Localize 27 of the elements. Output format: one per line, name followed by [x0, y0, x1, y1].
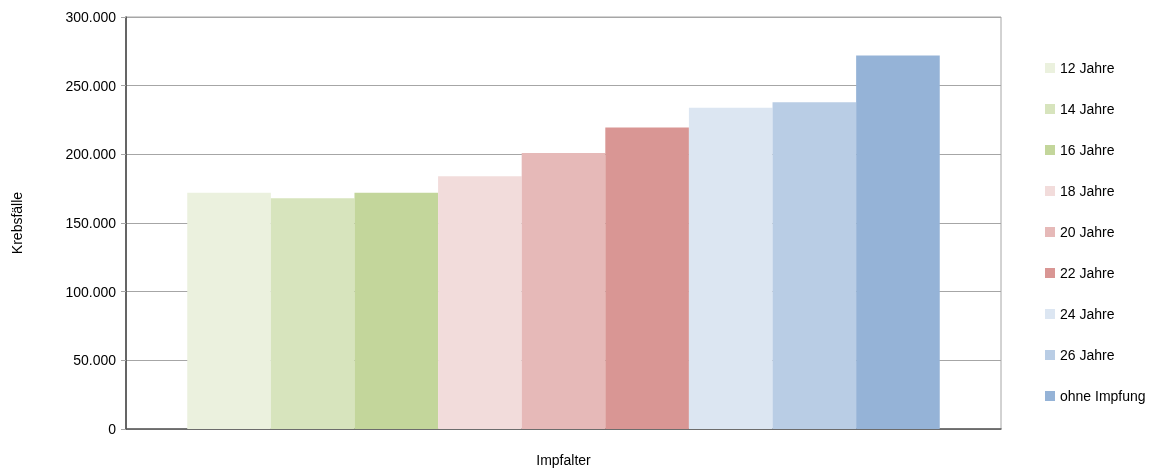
- bar: [772, 102, 857, 429]
- y-tick-label: 300.000: [65, 9, 117, 25]
- bar: [270, 198, 355, 429]
- legend-label: 18 Jahre: [1060, 183, 1115, 199]
- legend-label: 24 Jahre: [1060, 306, 1115, 322]
- bar: [856, 55, 940, 429]
- legend-label: 12 Jahre: [1060, 60, 1115, 76]
- bar: [605, 127, 689, 429]
- legend-label: ohne Impfung: [1060, 388, 1146, 404]
- y-tick-label: 100.000: [65, 283, 117, 300]
- bar: [438, 176, 522, 429]
- bar: [187, 192, 271, 429]
- y-tick-label: 0: [108, 421, 117, 437]
- bar: [521, 152, 606, 429]
- y-tick-label: 50.000: [73, 352, 117, 369]
- y-axis-title: Krebsfälle: [9, 191, 25, 255]
- x-axis-title: Impfalter: [536, 452, 592, 468]
- y-tick-label: 200.000: [65, 146, 117, 163]
- bar: [688, 107, 773, 429]
- legend-label: 20 Jahre: [1060, 224, 1115, 240]
- bar: [354, 192, 439, 429]
- legend-label: 16 Jahre: [1060, 142, 1115, 158]
- legend-label: 22 Jahre: [1060, 265, 1115, 281]
- y-tick-label: 250.000: [65, 77, 117, 94]
- legend-label: 26 Jahre: [1060, 347, 1115, 363]
- legend-label: 14 Jahre: [1060, 101, 1115, 117]
- y-tick-label: 150.000: [65, 215, 117, 231]
